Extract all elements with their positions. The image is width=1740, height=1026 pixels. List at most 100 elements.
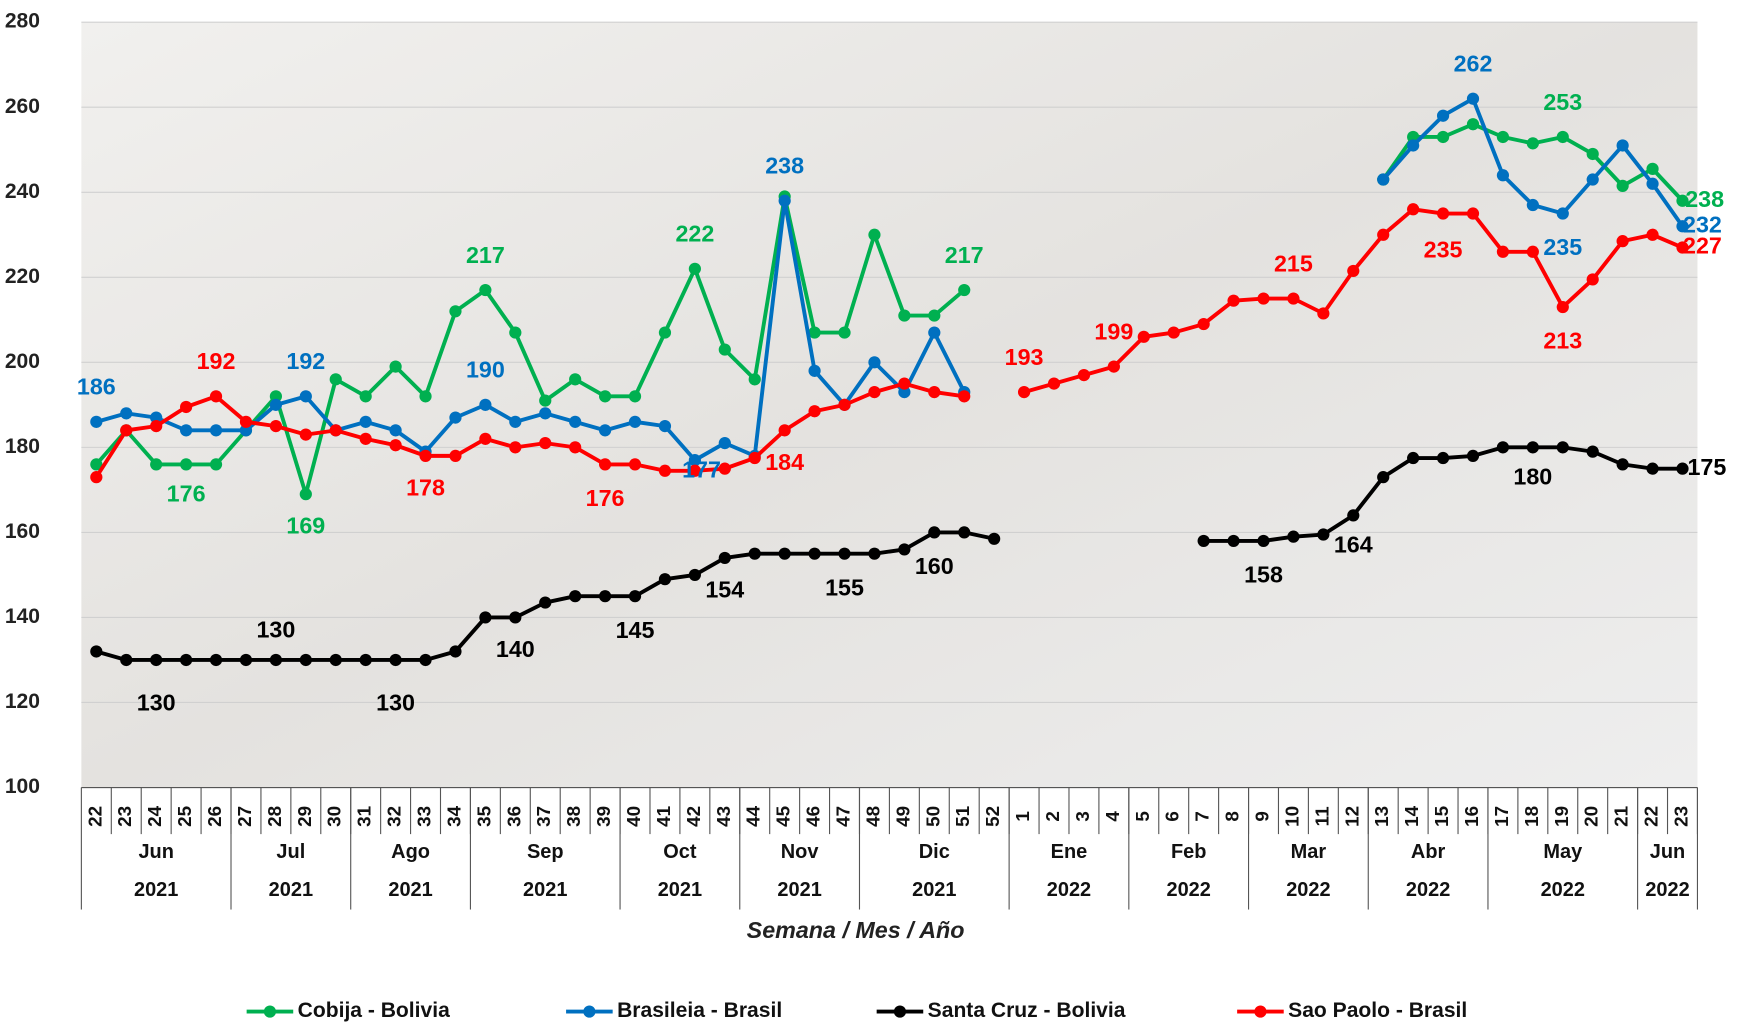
month-label: Dic — [919, 841, 950, 863]
point — [1616, 235, 1629, 248]
year-label: 2021 — [388, 879, 432, 901]
point — [1526, 245, 1539, 258]
point — [389, 439, 402, 452]
week-label: 23 — [114, 806, 135, 827]
point — [1017, 385, 1031, 399]
point — [239, 653, 253, 667]
point — [120, 424, 133, 437]
point — [569, 373, 582, 386]
week-label: 33 — [414, 806, 435, 827]
point — [90, 471, 103, 484]
point — [598, 424, 612, 437]
point — [958, 526, 971, 539]
point — [150, 653, 163, 667]
point — [1466, 449, 1480, 462]
point — [958, 283, 971, 297]
point — [1526, 137, 1539, 150]
data-label: 145 — [616, 617, 655, 643]
week-label: 45 — [773, 806, 794, 827]
year-label: 2022 — [1645, 879, 1689, 901]
point — [180, 653, 193, 667]
year-label: 2022 — [1286, 879, 1330, 901]
point — [479, 398, 492, 411]
point — [658, 464, 672, 477]
point — [389, 653, 402, 667]
week-label: 31 — [354, 806, 375, 827]
point — [868, 228, 881, 241]
week-label: 46 — [803, 806, 824, 827]
point — [718, 551, 731, 565]
point — [1227, 294, 1240, 307]
point — [239, 424, 253, 437]
point — [868, 356, 881, 369]
point — [209, 424, 223, 437]
year-label: 2021 — [523, 879, 567, 901]
point — [389, 360, 402, 373]
week-label: 10 — [1281, 806, 1302, 827]
point — [269, 420, 282, 433]
point — [239, 415, 253, 428]
point — [1616, 458, 1629, 471]
point — [1586, 445, 1599, 458]
point — [808, 547, 821, 560]
week-label: 37 — [533, 806, 554, 827]
point — [449, 305, 462, 318]
week-label: 19 — [1551, 806, 1572, 827]
data-label: 175 — [1687, 454, 1726, 480]
point — [838, 547, 851, 560]
point — [449, 449, 462, 462]
point — [628, 458, 642, 471]
point — [419, 653, 432, 667]
year-label: 2021 — [269, 879, 313, 901]
data-label: 140 — [496, 636, 535, 662]
point — [209, 458, 223, 471]
data-label: 176 — [167, 481, 206, 507]
data-label: 130 — [137, 689, 176, 715]
month-label: Abr — [1411, 841, 1446, 863]
month-label: Nov — [781, 841, 820, 863]
data-label: 199 — [1094, 318, 1133, 344]
point — [1197, 534, 1210, 548]
legend-marker — [583, 1005, 596, 1018]
point — [209, 390, 223, 403]
point — [1466, 207, 1480, 220]
point — [539, 596, 552, 609]
point — [1107, 360, 1120, 373]
data-label: 184 — [765, 449, 804, 475]
data-label: 238 — [1685, 186, 1724, 212]
point — [479, 283, 492, 297]
point — [718, 343, 731, 356]
point — [658, 573, 672, 586]
week-label: 48 — [862, 806, 883, 827]
point — [120, 653, 133, 667]
legend-label: Sao Paolo - Brasil — [1288, 999, 1467, 1022]
point — [449, 645, 462, 658]
point — [539, 437, 552, 450]
point — [628, 390, 642, 403]
data-label: 158 — [1244, 562, 1283, 588]
point — [808, 364, 821, 377]
data-label: 154 — [705, 576, 744, 602]
point — [688, 464, 701, 477]
point — [359, 653, 372, 667]
point — [359, 415, 372, 428]
point — [1556, 441, 1569, 454]
point — [1496, 169, 1510, 182]
year-label: 2022 — [1166, 879, 1210, 901]
data-label: 169 — [286, 513, 325, 539]
point — [569, 441, 582, 454]
y-tick-label: 140 — [5, 605, 40, 628]
point — [150, 458, 163, 471]
week-label: 18 — [1521, 806, 1542, 827]
point — [1676, 241, 1689, 254]
point — [329, 653, 342, 667]
point — [299, 428, 312, 441]
week-label: 38 — [563, 806, 584, 827]
month-label: Ago — [391, 841, 430, 863]
point — [1167, 326, 1180, 339]
point — [1646, 177, 1659, 190]
point — [359, 432, 372, 445]
point — [1407, 451, 1420, 465]
point — [1496, 441, 1510, 454]
point — [299, 488, 312, 501]
